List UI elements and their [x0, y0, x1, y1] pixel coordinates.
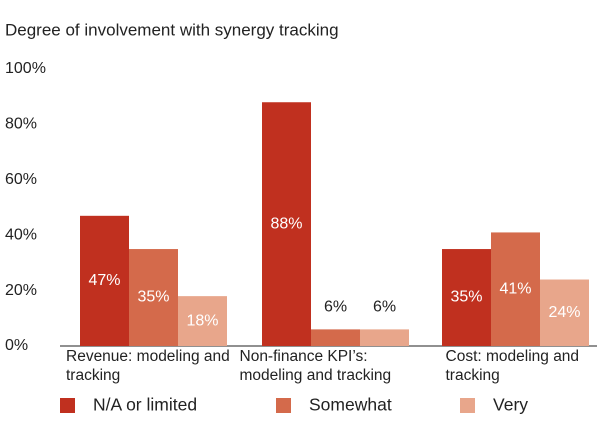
- y-tick-label: 20%: [5, 282, 37, 299]
- legend-swatch: [60, 398, 75, 413]
- y-tick-label: 0%: [5, 337, 28, 354]
- bar: [311, 329, 360, 346]
- chart-title: Degree of involvement with synergy track…: [5, 20, 339, 39]
- legend-label: Somewhat: [309, 395, 392, 415]
- legend-swatch: [276, 398, 291, 413]
- data-label: 6%: [373, 299, 396, 316]
- data-label: 6%: [324, 299, 347, 316]
- bar: [442, 249, 491, 346]
- legend-swatch: [460, 398, 475, 413]
- x-tick-label: Non-finance KPI’s: modeling and tracking: [239, 348, 392, 384]
- bar: [80, 215, 129, 346]
- x-tick-label: Cost: modeling and tracking: [445, 348, 580, 384]
- bar: [540, 279, 589, 346]
- data-label: 35%: [450, 289, 482, 306]
- data-label: 47%: [88, 272, 120, 289]
- bar: [129, 249, 178, 346]
- y-tick-label: 80%: [5, 116, 37, 133]
- data-label: 18%: [186, 312, 218, 329]
- y-tick-label: 40%: [5, 226, 37, 243]
- bar: [178, 296, 227, 346]
- bar: [491, 232, 540, 346]
- bar: [360, 329, 409, 346]
- bar: [262, 102, 311, 347]
- y-tick-label: 60%: [5, 171, 37, 188]
- data-label: 24%: [548, 304, 580, 321]
- data-label: 88%: [270, 215, 302, 232]
- x-tick-label: Revenue: modeling and tracking: [66, 348, 230, 384]
- data-label: 41%: [499, 280, 531, 297]
- y-tick-label: 100%: [5, 60, 46, 77]
- data-label: 35%: [137, 289, 169, 306]
- legend-label: Very: [493, 395, 528, 415]
- legend-label: N/A or limited: [93, 395, 197, 415]
